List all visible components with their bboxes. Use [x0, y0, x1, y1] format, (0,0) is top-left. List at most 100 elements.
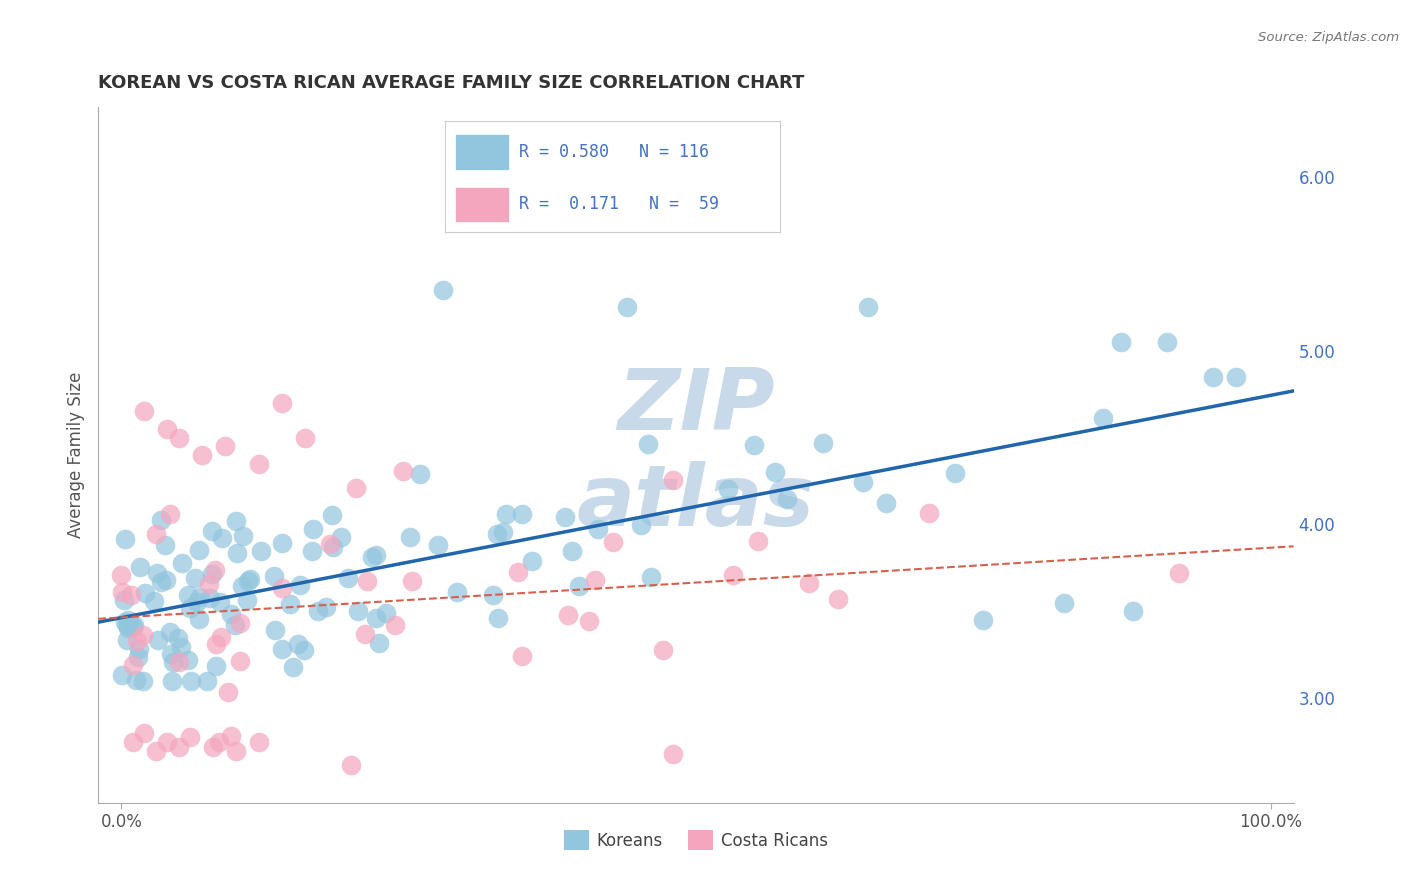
Point: [292, 642, 315, 657]
Point: [561, 544, 583, 558]
Point: [763, 465, 786, 479]
Point: [195, 674, 218, 689]
Point: [155, 573, 177, 587]
Point: [347, 604, 370, 618]
Point: [110, 568, 132, 582]
Point: [122, 735, 145, 749]
Point: [287, 637, 309, 651]
Point: [208, 735, 231, 749]
Point: [301, 522, 323, 536]
Point: [127, 650, 149, 665]
Point: [1156, 334, 1178, 349]
Point: [508, 565, 530, 579]
Point: [134, 585, 156, 599]
Point: [142, 594, 165, 608]
Point: [190, 590, 212, 604]
Point: [401, 574, 423, 588]
Point: [179, 730, 201, 744]
Point: [205, 658, 228, 673]
Point: [159, 507, 181, 521]
Point: [172, 556, 194, 570]
Point: [315, 600, 337, 615]
Point: [117, 613, 139, 627]
Point: [263, 569, 285, 583]
Point: [122, 657, 145, 672]
Point: [201, 566, 224, 581]
Point: [180, 674, 202, 689]
Point: [208, 595, 231, 609]
Point: [202, 740, 225, 755]
Point: [150, 513, 173, 527]
Point: [747, 534, 769, 549]
Point: [205, 637, 228, 651]
Point: [364, 548, 387, 562]
Point: [121, 620, 143, 634]
Point: [717, 482, 740, 496]
Point: [111, 667, 134, 681]
Point: [117, 621, 139, 635]
Point: [583, 573, 606, 587]
Point: [162, 674, 184, 689]
Point: [134, 726, 156, 740]
Point: [214, 439, 236, 453]
Point: [652, 643, 675, 657]
Point: [184, 571, 207, 585]
Point: [399, 530, 422, 544]
Point: [236, 574, 259, 588]
Point: [721, 568, 744, 582]
Point: [179, 600, 201, 615]
Point: [280, 597, 302, 611]
Point: [219, 607, 242, 621]
Point: [176, 588, 198, 602]
Point: [247, 735, 270, 749]
Point: [271, 642, 294, 657]
Point: [229, 654, 252, 668]
Point: [167, 430, 190, 444]
Legend: Koreans, Costa Ricans: Koreans, Costa Ricans: [557, 823, 835, 857]
Point: [344, 481, 367, 495]
Point: [578, 615, 600, 629]
Point: [114, 533, 136, 547]
Point: [294, 430, 316, 444]
Point: [145, 744, 167, 758]
Point: [482, 588, 505, 602]
Point: [427, 539, 450, 553]
Point: [322, 540, 344, 554]
Point: [336, 571, 359, 585]
Point: [602, 535, 624, 549]
Point: [858, 300, 880, 314]
Point: [662, 473, 685, 487]
Point: [145, 527, 167, 541]
Y-axis label: Average Family Size: Average Family Size: [66, 372, 84, 538]
Point: [115, 617, 138, 632]
Point: [122, 618, 145, 632]
Point: [188, 543, 211, 558]
Point: [329, 530, 352, 544]
Point: [742, 438, 765, 452]
Point: [321, 508, 343, 522]
Point: [1202, 369, 1225, 384]
Point: [367, 635, 389, 649]
Point: [486, 611, 509, 625]
Point: [384, 617, 406, 632]
Point: [662, 747, 685, 761]
Point: [918, 506, 941, 520]
Point: [200, 591, 222, 605]
Point: [307, 604, 329, 618]
Point: [1109, 334, 1132, 349]
Point: [409, 467, 432, 482]
Point: [224, 618, 246, 632]
Point: [271, 395, 294, 409]
Point: [432, 283, 454, 297]
Point: [510, 649, 533, 664]
Point: [943, 466, 966, 480]
Point: [353, 627, 375, 641]
Point: [148, 632, 170, 647]
Point: [232, 528, 254, 542]
Point: [239, 572, 262, 586]
Point: [125, 634, 148, 648]
Point: [211, 531, 233, 545]
Point: [162, 655, 184, 669]
Point: [156, 735, 179, 749]
Point: [364, 611, 387, 625]
